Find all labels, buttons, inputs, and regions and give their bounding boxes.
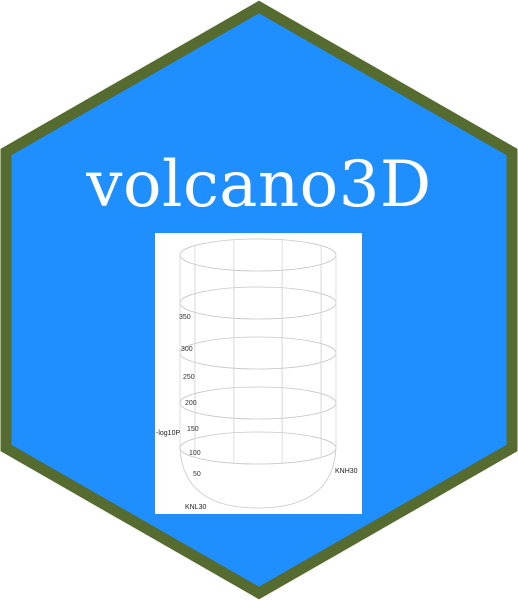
cylinder-grid bbox=[179, 238, 337, 509]
y-axis-label: -log10P bbox=[156, 430, 180, 437]
grid-ring bbox=[179, 238, 337, 272]
y-tick-100: 100 bbox=[189, 450, 201, 457]
volcano-plot-image: 350 300 250 200 150 100 50 -log10P KNH30… bbox=[155, 233, 362, 514]
y-tick-300: 300 bbox=[181, 346, 193, 353]
knh30-axis-label: KNH30 bbox=[335, 468, 358, 475]
y-tick-250: 250 bbox=[183, 374, 195, 381]
grid-ring bbox=[179, 336, 337, 370]
volcano-plot: 350 300 250 200 150 100 50 -log10P KNH30… bbox=[156, 238, 358, 511]
y-tick-350: 350 bbox=[179, 314, 191, 321]
axis-labels: 350 300 250 200 150 100 50 -log10P KNH30… bbox=[156, 314, 358, 511]
logo-title: volcano3D bbox=[86, 148, 432, 222]
grid-ring bbox=[179, 431, 337, 465]
grid-ring bbox=[179, 386, 337, 420]
y-tick-50: 50 bbox=[193, 471, 201, 478]
grid-ring bbox=[179, 286, 337, 320]
bowl-outline bbox=[179, 447, 337, 509]
y-tick-150: 150 bbox=[187, 426, 199, 433]
knl30-axis-label: KNL30 bbox=[185, 504, 207, 511]
y-tick-200: 200 bbox=[185, 400, 197, 407]
